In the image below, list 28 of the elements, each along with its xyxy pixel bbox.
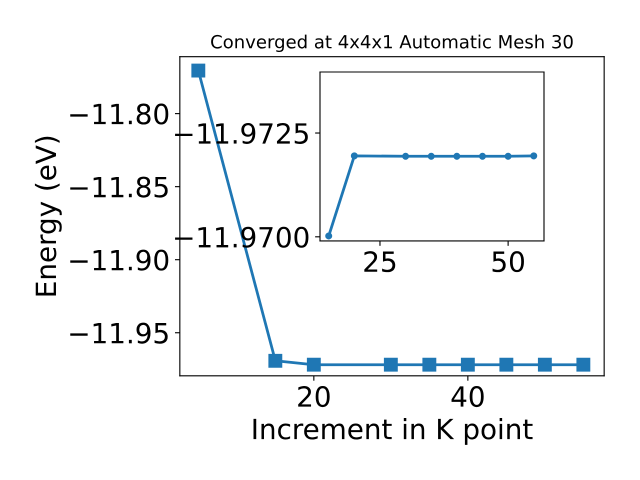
point	[499, 358, 514, 372]
point	[479, 152, 486, 160]
y-axis-title: Energy (eV)	[34, 136, 62, 296]
point	[504, 152, 512, 160]
point	[350, 152, 358, 160]
point	[460, 358, 475, 372]
y-tick-label: −11.80	[70, 104, 168, 125]
point	[422, 358, 436, 372]
x-tick-label: 20	[298, 386, 330, 408]
x-tick-label: 50	[492, 251, 524, 272]
x-tick-label: 40	[452, 386, 484, 408]
y-tick-label: −11.95	[70, 322, 168, 344]
point	[538, 358, 552, 372]
chart-title: Converged at 4x4x1 Automatic Mesh 30	[211, 34, 573, 52]
point	[191, 64, 206, 78]
y-tick-label: −11.90	[70, 250, 168, 271]
point	[384, 358, 398, 372]
point	[576, 358, 590, 372]
x-axis-title: Increment in K point	[253, 418, 533, 445]
point	[428, 152, 435, 160]
point	[530, 152, 538, 160]
y-tick-label: −11.85	[70, 176, 168, 198]
x-tick-label: 25	[364, 251, 396, 272]
point	[453, 152, 460, 160]
point	[268, 354, 282, 368]
point	[306, 358, 321, 372]
point	[325, 232, 332, 240]
point	[402, 152, 410, 160]
